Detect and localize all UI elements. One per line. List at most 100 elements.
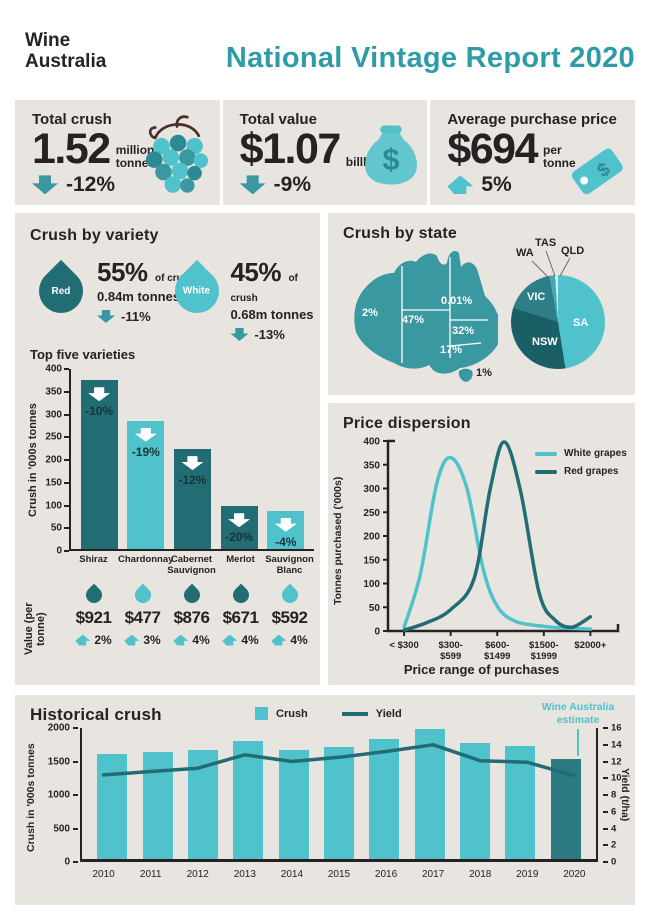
grapes-icon — [145, 115, 208, 193]
tonnes: 0.68m tonnes — [230, 307, 314, 322]
x-tick-label: $2000+ — [574, 640, 606, 651]
stat-value-row: 1.52 million tonnes — [32, 127, 220, 172]
x-tick-label: $600-$1499 — [484, 640, 510, 662]
historical-crush-panel: Historical crush Crush Yield Wine Austra… — [15, 695, 635, 905]
down-arrow-icon — [88, 387, 111, 402]
chart-legend: Crush Yield — [255, 707, 402, 720]
crush-swatch — [255, 707, 268, 720]
bar — [505, 746, 536, 859]
down-arrow-icon — [239, 175, 266, 195]
legend-crush: Crush — [255, 707, 308, 720]
value-change-label: 4% — [290, 633, 308, 647]
white-drop-icon: White — [165, 259, 228, 323]
x-tick-label: Shiraz — [79, 554, 108, 565]
value-change-row: 2% — [75, 633, 112, 647]
logo-line1: Wine — [25, 30, 71, 51]
y-tick-mark — [64, 504, 69, 507]
y-tick-mark — [73, 727, 78, 729]
stat-label: Total crush — [32, 111, 112, 128]
stat-change: -9% — [239, 172, 428, 197]
value-per-tonne-row: $921 2% $477 3% $876 4% $671 4% $592 4% — [69, 583, 314, 647]
x-tick-label: Sauvignon Blanc — [265, 554, 314, 577]
down-arrow-icon — [228, 513, 251, 528]
yield-swatch — [341, 711, 368, 716]
stat-change-label: -9% — [273, 172, 312, 196]
map-label-tas: 1% — [476, 367, 492, 379]
pie-label-nsw: NSW — [532, 336, 558, 348]
y-tick-label: 14 — [611, 739, 622, 751]
y-tick-mark — [73, 794, 78, 796]
y-tick-label: 0 — [611, 856, 617, 868]
y-tick-label: 200 — [363, 532, 380, 543]
x-tick-label: $300-$599 — [439, 640, 463, 662]
value-change-label: 2% — [94, 633, 112, 647]
white-variety-group: White 45% of crush 0.68m tonnes -13% — [165, 257, 320, 342]
up-arrow-icon — [75, 634, 91, 646]
value-label: $477 — [124, 608, 161, 627]
y-tick-label: 0 — [64, 856, 70, 868]
share-suffix: of crush — [155, 273, 195, 284]
y-tick-label: 250 — [45, 431, 62, 443]
y-tick-mark — [603, 794, 608, 796]
bar: -20% — [220, 506, 258, 549]
y-tick-label: 12 — [611, 756, 622, 767]
bar — [459, 742, 490, 859]
stat-change-label: -12% — [66, 172, 116, 196]
x-tick-label: 2014 — [280, 869, 304, 880]
pie-label-wa: WA — [516, 247, 534, 259]
y-axis-label: Crush in '000s tonnes — [27, 403, 39, 517]
x-tick-label: 2011 — [139, 869, 162, 880]
value-item: $876 4% — [167, 583, 216, 647]
y-tick-label: 100 — [363, 579, 380, 590]
price-dispersion-panel: Price dispersion Tonnes purchased ('000s… — [328, 403, 635, 685]
stat-avg-price: Average purchase price $694 per tonne 5%… — [427, 100, 635, 205]
y-tick-label: 0 — [374, 627, 380, 638]
left-y-axis: 2000 1500 1000 500 0 — [43, 723, 78, 868]
state-borders — [401, 257, 488, 363]
stat-label: Average purchase price — [447, 111, 617, 128]
value-change-row: 4% — [271, 633, 308, 647]
down-arrow-icon — [274, 517, 297, 532]
bar-change-label: -19% — [131, 444, 160, 459]
stat-change: -12% — [32, 173, 220, 197]
drop-label: White — [183, 285, 211, 297]
stat-total-value: Total value $1.07 billlion -9% $ — [219, 100, 428, 205]
y-tick-mark — [64, 550, 69, 552]
page-title: National Vintage Report 2020 — [225, 42, 635, 74]
stat-change-label: 5% — [481, 172, 512, 196]
y-tick-label: 10 — [611, 772, 622, 784]
change-label: -13% — [254, 327, 285, 342]
wine-australia-logo: Wine Australia — [25, 30, 106, 73]
change-label: -11% — [121, 309, 151, 324]
drop-label: Red — [51, 285, 71, 297]
up-arrow-icon — [124, 634, 140, 646]
right-y-axis-label: Yield (t/ha) — [619, 768, 631, 822]
value-label: $671 — [222, 608, 259, 627]
red-variety-stats: 55% of crush 0.84m tonnes -11% — [97, 257, 194, 324]
red-grapes-swatch — [535, 469, 557, 474]
bar — [233, 741, 264, 859]
map-label-sa: 47% — [402, 314, 425, 326]
y-axis: 400 350 300 250 200 150 100 50 0 — [43, 364, 69, 557]
drop-icon — [180, 583, 203, 607]
drop-wrap: White — [165, 257, 228, 342]
drop-icon — [229, 583, 252, 607]
share-pct: 55% — [97, 257, 148, 287]
legend-label: Crush — [276, 707, 308, 720]
drop-wrap: Red — [29, 257, 93, 324]
line-chart-svg: 400 350 300 250 200 150 100 50 0 < $300 $300-$599 $… — [363, 437, 620, 662]
value-change-row: 4% — [173, 633, 210, 647]
section-title: Price dispersion — [343, 415, 471, 432]
map-label-nsw: 32% — [452, 325, 475, 337]
y-tick-label: 350 — [363, 460, 380, 471]
white-variety-stats: 45% of crush 0.68m tonnes -13% — [230, 257, 320, 342]
y-tick-label: 400 — [363, 437, 380, 448]
bar — [550, 759, 581, 859]
bar: -10% — [80, 380, 118, 549]
down-arrow-icon — [134, 427, 157, 442]
y-tick-mark — [603, 777, 608, 780]
tasmania — [458, 368, 473, 382]
value-label: $592 — [271, 608, 308, 627]
stat-unit: per tonne — [543, 143, 576, 171]
bar-change-label: -12% — [178, 473, 207, 488]
